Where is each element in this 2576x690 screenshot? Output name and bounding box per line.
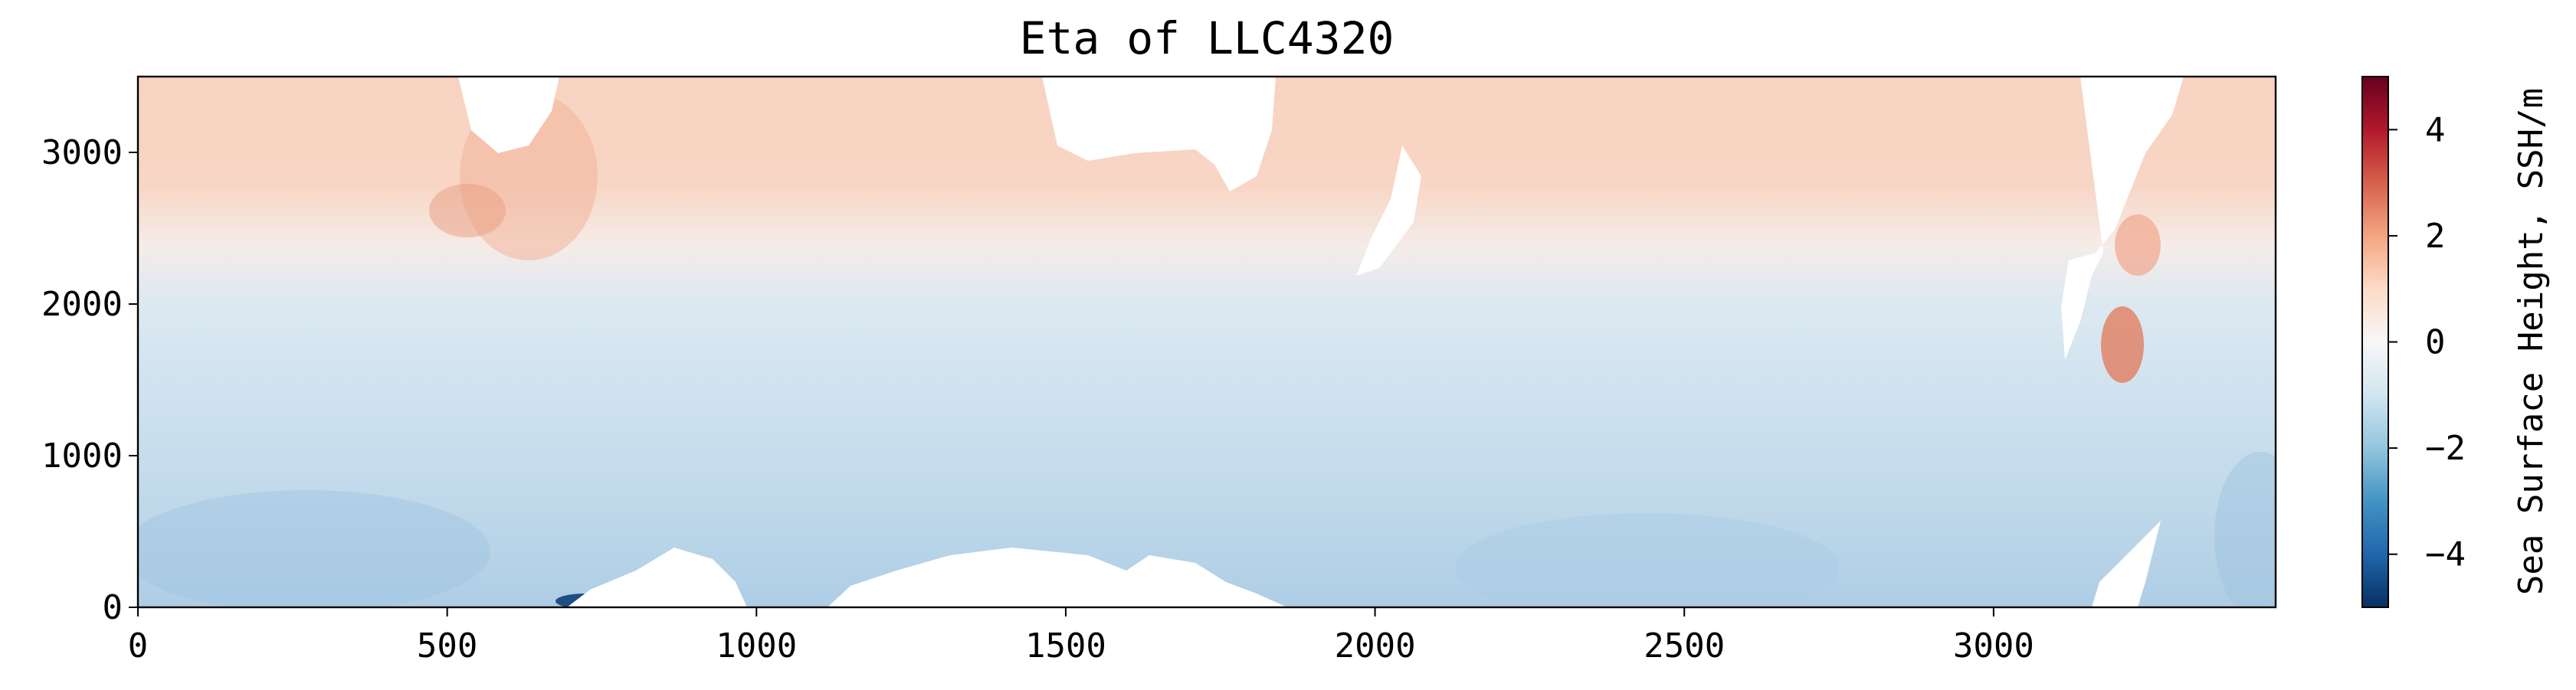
x-tick-label: 3000	[1953, 626, 2034, 665]
colorbar: −4 −2 0 2 4 Sea Surface Height, SSH/m	[2361, 76, 2551, 608]
x-tick-label: 0	[128, 626, 149, 665]
x-tick-label: 1000	[716, 626, 797, 665]
land-south-1	[567, 548, 747, 607]
heatmap-field	[138, 77, 2276, 607]
x-tick-label: 1500	[1025, 626, 1106, 665]
y-tick-label: 3000	[41, 133, 123, 172]
land-africa	[2061, 77, 2184, 360]
y-axis: 0 1000 2000 3000	[41, 133, 138, 627]
x-tick-label: 2000	[1335, 626, 1416, 665]
land-south-3	[2092, 521, 2161, 607]
y-tick-label: 2000	[41, 285, 123, 324]
colorbar-gradient	[2361, 76, 2389, 608]
land-north-1	[458, 77, 559, 153]
y-tick-label: 1000	[41, 437, 123, 476]
colorbar-tick-label: 2	[2425, 217, 2446, 256]
colorbar-tick-label: −2	[2425, 429, 2466, 468]
colorbar-tick-label: 4	[2425, 110, 2446, 149]
land-north-3	[1356, 146, 1421, 276]
colorbar-tick-label: 0	[2425, 323, 2446, 362]
x-tick-label: 500	[417, 626, 477, 665]
x-axis: 0 500 1000 1500 2000 2500 3000	[128, 607, 2034, 665]
chart-title: Eta of LLC4320	[1020, 12, 1395, 64]
colorbar-ticks: −4 −2 0 2 4	[2388, 110, 2466, 574]
land-south-2	[828, 548, 1287, 607]
colorbar-tick-label: −4	[2425, 535, 2466, 574]
x-tick-label: 2500	[1644, 626, 1725, 665]
plot-area-frame	[136, 75, 2277, 609]
colorbar-label: Sea Surface Height, SSH/m	[2512, 88, 2551, 595]
land-north-2	[1042, 77, 1276, 191]
y-tick-label: 0	[103, 588, 123, 627]
